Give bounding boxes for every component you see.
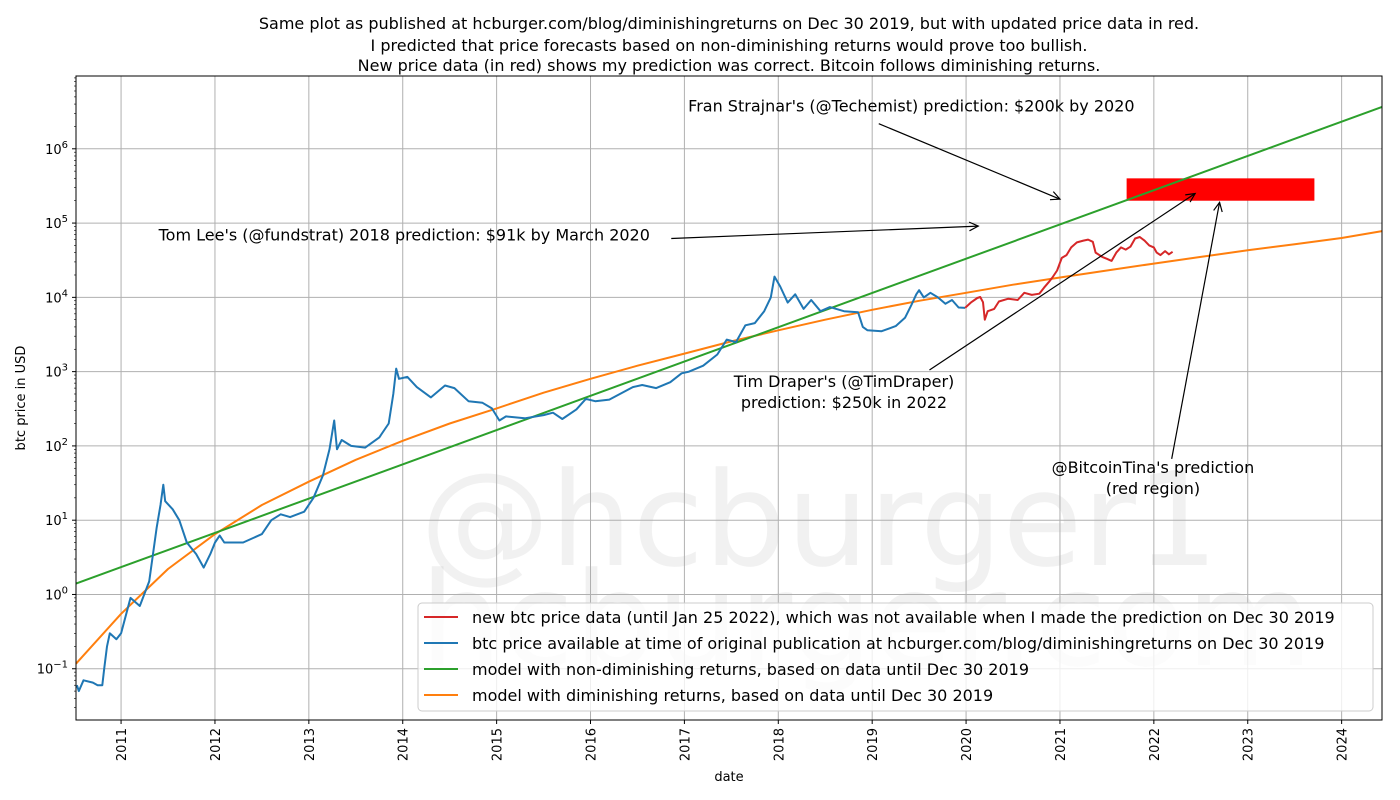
x-axis-ticks: 2011 2012 2013 2014 2015 2016 2017 2018 2019 2020… — [115, 720, 1351, 761]
annotation-text: @BitcoinTina's prediction — [1052, 458, 1255, 477]
y-axis-ticks: 10−1 100 101 102 103 104 105 106 — [37, 77, 76, 708]
x-tick-label: 2014 — [397, 728, 412, 761]
arrow-head — [1185, 192, 1197, 203]
arrow-head — [1049, 191, 1062, 201]
annotation-text: prediction: $250k in 2022 — [741, 393, 947, 412]
x-tick-label: 2020 — [960, 728, 975, 761]
title-line-2: I predicted that price forecasts based o… — [371, 36, 1088, 55]
x-tick-label: 2015 — [491, 728, 506, 761]
legend-label: btc price available at time of original … — [472, 634, 1324, 653]
y-tick-label: 102 — [45, 437, 68, 455]
x-tick-label: 2016 — [585, 728, 600, 761]
x-tick-label: 2022 — [1148, 728, 1163, 761]
annotation-text: Fran Strajnar's (@Techemist) prediction:… — [688, 96, 1134, 115]
annotation-fran: Fran Strajnar's (@Techemist) prediction:… — [688, 96, 1135, 201]
arrow-head — [968, 221, 980, 232]
title-line-3: New price data (in red) shows my predict… — [358, 56, 1101, 75]
series-line — [75, 275, 966, 693]
x-tick-label: 2019 — [866, 728, 881, 761]
annotation-arrow — [878, 123, 1061, 200]
x-tick-label: 2013 — [303, 728, 318, 761]
legend-label: new btc price data (until Jan 25 2022), … — [472, 608, 1335, 627]
legend-box — [417, 602, 1374, 712]
series-lines — [75, 105, 1383, 693]
y-axis-label: btc price in USD — [14, 346, 29, 451]
plot-frame — [75, 75, 1383, 721]
annotation-draper: Tim Draper's (@TimDraper) prediction: $2… — [733, 192, 1197, 412]
x-tick-label: 2023 — [1242, 728, 1257, 761]
y-tick-label: 10−1 — [37, 660, 68, 678]
annotation-tina: @BitcoinTina's prediction (red region) — [1052, 201, 1255, 498]
y-tick-label: 101 — [45, 511, 68, 529]
annotation-text: Tom Lee's (@fundstrat) 2018 prediction: … — [158, 226, 650, 245]
y-tick-label: 100 — [45, 585, 68, 603]
annotation-arrow — [1171, 202, 1221, 459]
annotation-text: (red region) — [1106, 479, 1200, 498]
x-tick-label: 2024 — [1336, 728, 1351, 761]
x-tick-label: 2012 — [209, 728, 224, 761]
x-tick-label: 2017 — [678, 728, 693, 761]
series-line — [75, 105, 1383, 585]
title-line-1: Same plot as published at hcburger.com/b… — [259, 14, 1199, 33]
legend-label: model with non-diminishing returns, base… — [472, 660, 1029, 679]
legend-label: model with diminishing returns, based on… — [472, 686, 993, 705]
annotation-text: Tim Draper's (@TimDraper) — [733, 372, 955, 391]
annotations: Fran Strajnar's (@Techemist) prediction:… — [158, 96, 1255, 498]
annotation-tomlee: Tom Lee's (@fundstrat) 2018 prediction: … — [158, 221, 980, 245]
y-tick-label: 106 — [45, 140, 68, 158]
y-tick-label: 105 — [45, 214, 68, 232]
annotation-arrow — [671, 225, 979, 240]
legend: new btc price data (until Jan 25 2022), … — [417, 602, 1374, 712]
x-tick-label: 2018 — [772, 728, 787, 761]
annotation-arrow — [929, 193, 1196, 371]
x-tick-label: 2011 — [115, 728, 130, 761]
chart-title: Same plot as published at hcburger.com/b… — [259, 14, 1199, 75]
arrow-head — [1213, 201, 1223, 213]
series-line — [964, 236, 1174, 321]
x-axis-label: date — [714, 770, 743, 785]
y-tick-label: 104 — [45, 288, 68, 306]
y-tick-label: 103 — [45, 363, 68, 381]
x-tick-label: 2021 — [1054, 728, 1069, 761]
